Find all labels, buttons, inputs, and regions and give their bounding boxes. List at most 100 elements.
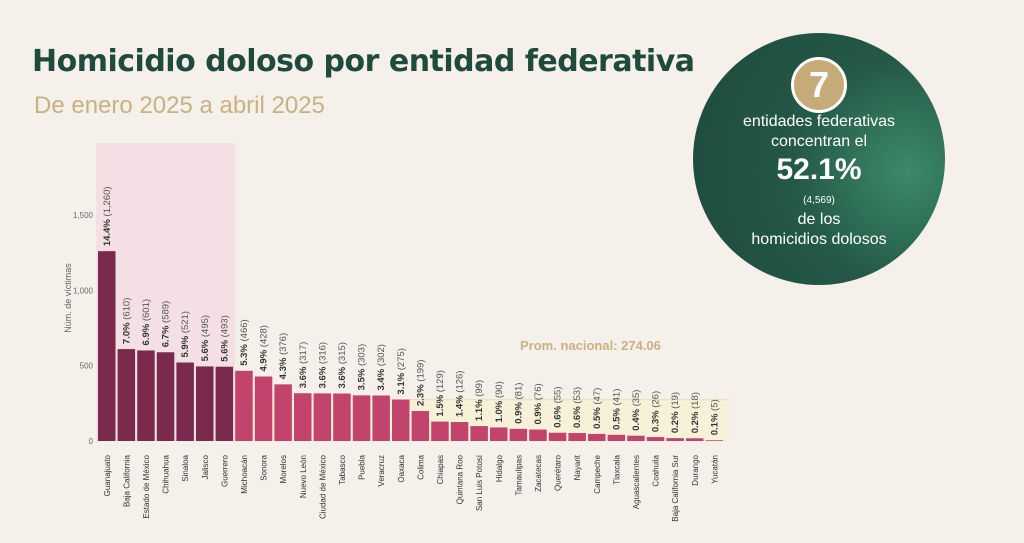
data-label-count: (495) bbox=[200, 315, 211, 337]
data-label-count: (317) bbox=[298, 342, 309, 364]
data-label-percent: 4.3% bbox=[278, 355, 289, 379]
data-label-count: (41) bbox=[611, 389, 622, 406]
data-label: 3.6% (316) bbox=[317, 342, 328, 388]
data-label-percent: 3.4% bbox=[376, 366, 387, 390]
data-label-count: (81) bbox=[513, 383, 524, 400]
bar bbox=[137, 350, 155, 441]
x-tick-label: Guanajuato bbox=[103, 454, 112, 496]
callout-line-4: homicidios dolosos bbox=[751, 231, 887, 248]
data-label-percent: 3.6% bbox=[317, 364, 328, 388]
x-tick-label: Michoacán bbox=[240, 455, 249, 494]
bar bbox=[588, 433, 606, 441]
bar bbox=[431, 421, 449, 441]
data-label: 3.4% (302) bbox=[376, 344, 387, 390]
bar bbox=[509, 428, 528, 441]
data-label-count: (90) bbox=[494, 381, 505, 398]
data-label-percent: 3.5% bbox=[357, 366, 368, 390]
data-label-percent: 0.4% bbox=[631, 406, 642, 430]
bar bbox=[313, 393, 332, 441]
bar bbox=[98, 251, 116, 441]
data-label-count: (99) bbox=[474, 380, 485, 397]
x-tick-label: Estado de México bbox=[142, 454, 151, 518]
data-label: 1.1% (99) bbox=[474, 380, 485, 421]
x-tick-label: Baja California bbox=[122, 454, 131, 507]
data-label: 3.1% (275) bbox=[396, 348, 407, 394]
data-label-percent: 1.0% bbox=[494, 398, 505, 422]
data-label-percent: 4.9% bbox=[259, 347, 270, 371]
data-label-percent: 3.1% bbox=[396, 370, 407, 394]
data-label-count: (35) bbox=[631, 390, 642, 407]
data-label-percent: 0.6% bbox=[553, 403, 564, 427]
data-label-percent: 0.2% bbox=[670, 409, 681, 433]
bar bbox=[490, 427, 508, 441]
x-tick-label: Baja California Sur bbox=[671, 455, 680, 522]
data-label: 3.5% (303) bbox=[357, 344, 368, 390]
x-tick-label: Puebla bbox=[358, 454, 367, 479]
data-label-percent: 7.0% bbox=[121, 320, 132, 344]
data-label: 0.2% (19) bbox=[670, 392, 681, 433]
bar bbox=[215, 366, 234, 441]
x-tick-label: Coahuila bbox=[652, 454, 661, 486]
bar bbox=[156, 352, 175, 441]
data-label-count: (376) bbox=[278, 333, 289, 355]
data-label-percent: 14.4% bbox=[102, 217, 113, 247]
callout-number-badge: 7 bbox=[791, 57, 847, 113]
x-tick-label: Tabasco bbox=[338, 454, 347, 484]
data-label: 1.4% (126) bbox=[455, 371, 466, 417]
data-label-percent: 5.6% bbox=[200, 337, 211, 361]
data-label: 5.3% (466) bbox=[239, 319, 250, 365]
bar bbox=[568, 433, 586, 441]
y-axis-label: Núm. de víctimas bbox=[63, 263, 73, 333]
data-label: 0.4% (35) bbox=[631, 390, 642, 431]
data-label: 3.6% (317) bbox=[298, 342, 309, 388]
data-label-percent: 6.9% bbox=[141, 321, 152, 345]
callout-percent: 52.1% bbox=[776, 153, 862, 186]
data-label: 0.9% (76) bbox=[533, 383, 544, 424]
y-tick-label: 500 bbox=[80, 362, 94, 371]
average-label: Prom. nacional: 274.06 bbox=[520, 338, 661, 353]
data-label-percent: 0.6% bbox=[572, 404, 583, 428]
callout-line-1: entidades federativas bbox=[742, 113, 896, 130]
bar bbox=[666, 438, 684, 441]
page-title: Homicidio doloso por entidad federativa bbox=[32, 44, 695, 79]
data-label-count: (589) bbox=[161, 301, 172, 323]
data-label: 0.9% (81) bbox=[513, 383, 524, 424]
x-tick-label: Chiapas bbox=[436, 455, 445, 484]
data-label: 1.0% (90) bbox=[494, 381, 505, 422]
data-label-percent: 5.9% bbox=[180, 333, 191, 357]
data-label-percent: 0.2% bbox=[690, 409, 701, 433]
data-label-percent: 1.4% bbox=[455, 393, 466, 417]
data-label-percent: 5.6% bbox=[219, 337, 230, 361]
data-label-count: (493) bbox=[219, 315, 230, 337]
bar bbox=[529, 429, 547, 441]
bar bbox=[294, 393, 312, 441]
data-label-percent: 0.9% bbox=[513, 399, 524, 423]
bar bbox=[196, 366, 214, 441]
y-tick-label: 1,000 bbox=[73, 286, 94, 295]
bar bbox=[176, 362, 194, 441]
data-label: 14.4% (1,260) bbox=[102, 186, 113, 246]
data-label-percent: 1.5% bbox=[435, 392, 446, 416]
data-label: 0.6% (53) bbox=[572, 387, 583, 428]
data-label-count: (19) bbox=[670, 392, 681, 409]
x-tick-label: Veracruz bbox=[377, 455, 386, 487]
data-label-count: (5) bbox=[709, 399, 720, 411]
bar bbox=[607, 434, 626, 441]
data-label: 0.5% (41) bbox=[611, 389, 622, 430]
x-tick-label: Nuevo León bbox=[299, 455, 308, 498]
data-label: 4.3% (376) bbox=[278, 333, 289, 379]
data-label: 5.6% (493) bbox=[219, 315, 230, 361]
x-tick-label: Oaxaca bbox=[397, 454, 406, 482]
data-label-percent: 3.6% bbox=[298, 364, 309, 388]
x-tick-label: Campeche bbox=[593, 454, 602, 493]
x-tick-label: Quintana Roo bbox=[456, 454, 465, 504]
data-label-count: (129) bbox=[435, 370, 446, 392]
data-label: 5.9% (521) bbox=[180, 311, 191, 357]
data-label: 0.1% (5) bbox=[709, 399, 720, 435]
data-label: 6.9% (601) bbox=[141, 299, 152, 345]
data-label-percent: 0.5% bbox=[592, 405, 603, 429]
x-tick-label: Jalisco bbox=[201, 454, 210, 479]
data-label-count: (26) bbox=[651, 391, 662, 408]
summary-callout: 7 entidades federativas concentran el 52… bbox=[693, 33, 945, 285]
